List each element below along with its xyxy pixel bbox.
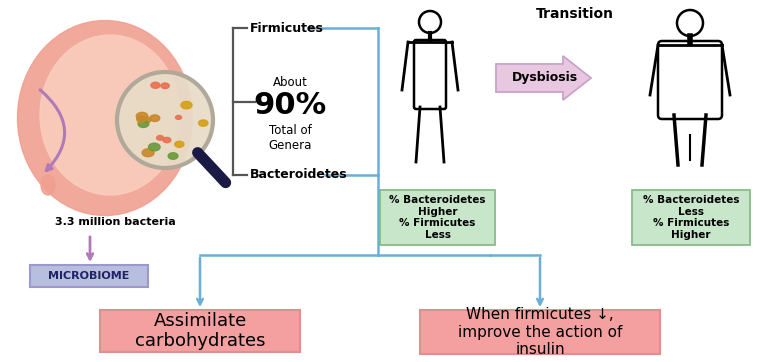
Bar xyxy=(632,190,750,245)
Ellipse shape xyxy=(199,120,208,126)
Ellipse shape xyxy=(142,149,154,157)
Ellipse shape xyxy=(150,115,160,122)
Bar xyxy=(380,190,495,245)
Text: Transition: Transition xyxy=(536,7,614,21)
Text: % Bacteroidetes
Less
% Firmicutes
Higher: % Bacteroidetes Less % Firmicutes Higher xyxy=(643,195,740,240)
Text: 3.3 million bacteria: 3.3 million bacteria xyxy=(55,217,176,227)
Text: 90%: 90% xyxy=(253,90,326,119)
Ellipse shape xyxy=(163,138,170,143)
Text: Dysbiosis: Dysbiosis xyxy=(512,72,578,84)
FancyArrow shape xyxy=(496,56,591,100)
Ellipse shape xyxy=(18,21,193,215)
Ellipse shape xyxy=(148,143,160,151)
Bar xyxy=(100,310,300,352)
Text: Firmicutes: Firmicutes xyxy=(250,21,324,34)
Ellipse shape xyxy=(157,135,164,140)
Bar xyxy=(420,310,660,354)
Text: % Bacteroidetes
Higher
% Firmicutes
Less: % Bacteroidetes Higher % Firmicutes Less xyxy=(389,195,485,240)
Ellipse shape xyxy=(161,83,169,89)
Ellipse shape xyxy=(136,112,148,120)
Ellipse shape xyxy=(151,82,160,88)
Bar xyxy=(30,265,148,287)
Ellipse shape xyxy=(40,35,180,195)
Ellipse shape xyxy=(142,117,151,123)
Text: When firmicutes ↓,
improve the action of
insulin: When firmicutes ↓, improve the action of… xyxy=(458,307,622,357)
Text: Total of
Genera: Total of Genera xyxy=(268,124,312,152)
Ellipse shape xyxy=(174,141,184,147)
Text: About: About xyxy=(273,76,307,88)
Ellipse shape xyxy=(41,175,55,195)
Text: Assimilate
carbohydrates: Assimilate carbohydrates xyxy=(134,312,265,350)
Circle shape xyxy=(117,72,213,168)
Text: Bacteroidetes: Bacteroidetes xyxy=(250,168,348,181)
Ellipse shape xyxy=(181,101,192,109)
Ellipse shape xyxy=(168,153,178,159)
Ellipse shape xyxy=(137,116,146,122)
Ellipse shape xyxy=(138,120,149,127)
Text: MICROBIOME: MICROBIOME xyxy=(48,271,130,281)
Ellipse shape xyxy=(176,115,181,119)
